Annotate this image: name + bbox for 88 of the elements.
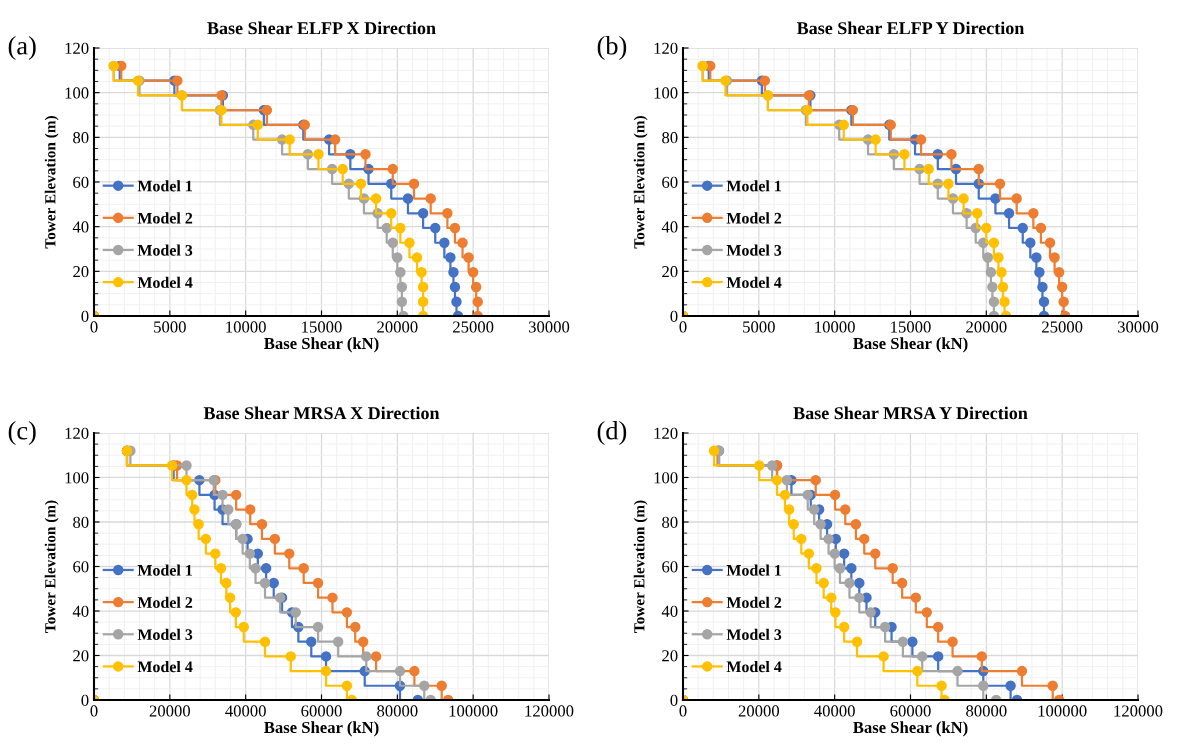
x-tick-label: 40000 xyxy=(225,705,266,717)
chart-title: Base Shear MRSA Y Direction xyxy=(793,406,1028,420)
y-tick-label: 40 xyxy=(72,221,89,233)
x-axis-title: Base Shear (kN) xyxy=(853,721,968,737)
y-tick-label: 60 xyxy=(73,176,89,188)
legend-label: Model 1 xyxy=(726,564,781,576)
y-tick-label: 20 xyxy=(73,650,89,662)
legend-label: Model 2 xyxy=(137,212,193,224)
y-axis-title: Tower Elevation (m) xyxy=(633,500,648,633)
x-tick-label: 60000 xyxy=(301,705,342,717)
legend-label: Model 3 xyxy=(137,628,193,641)
legend-label: Model 1 xyxy=(137,564,192,576)
text: (d) xyxy=(597,421,627,445)
y-tick-label: 20 xyxy=(662,650,678,662)
x-tick-label: 25000 xyxy=(1042,321,1083,333)
x-tick-label: 20000 xyxy=(149,705,191,717)
chart-title: Base Shear ELFP X Direction xyxy=(207,21,436,35)
text: (b) xyxy=(597,36,627,60)
x-tick-label: 10000 xyxy=(226,321,266,333)
y-tick-label: 60 xyxy=(73,561,89,573)
x-tick-label: 80000 xyxy=(377,705,418,717)
chart-title: Base Shear MRSA X Direction xyxy=(203,406,440,420)
y-tick-label: 100 xyxy=(654,472,678,484)
x-tick-label: 15000 xyxy=(891,321,931,333)
x-tick-label: 5000 xyxy=(154,321,186,333)
y-tick-label: 80 xyxy=(73,132,89,144)
x-tick-label: 100000 xyxy=(1038,705,1087,717)
y-tick-label: 100 xyxy=(654,87,678,99)
x-axis-title: Base Shear (kN) xyxy=(853,337,968,353)
x-tick-label: 25000 xyxy=(453,321,494,333)
y-tick-label: 100 xyxy=(65,472,89,484)
y-tick-label: 100 xyxy=(65,87,89,99)
x-tick-label: 15000 xyxy=(302,321,342,333)
x-axis-title: Base Shear (kN) xyxy=(264,337,379,353)
legend-label: Model 3 xyxy=(726,244,782,256)
y-axis-title: Tower Elevation (m) xyxy=(44,116,59,249)
x-tick-label: 120000 xyxy=(1114,705,1163,717)
legend-label: Model 3 xyxy=(726,628,782,641)
y-tick-label: 20 xyxy=(662,266,678,278)
y-tick-label: 40 xyxy=(72,605,89,617)
legend-label: Model 2 xyxy=(137,596,193,608)
legend-label: Model 4 xyxy=(726,276,782,288)
x-tick-label: 80000 xyxy=(966,705,1007,717)
x-tick-label: 40000 xyxy=(814,705,855,717)
legend-label: Model 4 xyxy=(137,276,193,288)
y-tick-label: 120 xyxy=(65,42,89,54)
text: (c) xyxy=(8,421,36,445)
x-axis-title: Base Shear (kN) xyxy=(264,721,379,737)
y-tick-label: 0 xyxy=(81,694,89,706)
y-tick-label: 20 xyxy=(73,266,89,278)
x-tick-label: 30000 xyxy=(1117,321,1159,333)
legend-label: Model 1 xyxy=(137,180,192,192)
x-tick-label: 120000 xyxy=(525,705,574,717)
x-tick-label: 20000 xyxy=(966,321,1007,333)
y-tick-label: 120 xyxy=(654,42,678,54)
legend-label: Model 2 xyxy=(726,212,782,224)
y-tick-label: 80 xyxy=(662,132,678,144)
y-tick-label: 0 xyxy=(81,310,89,322)
x-tick-label: 60000 xyxy=(890,705,931,717)
x-tick-label: 20000 xyxy=(377,321,418,333)
x-tick-label: 5000 xyxy=(743,321,775,333)
y-tick-label: 120 xyxy=(65,427,89,439)
x-tick-label: 10000 xyxy=(815,321,855,333)
y-axis-title: Tower Elevation (m) xyxy=(44,500,59,633)
legend-label: Model 3 xyxy=(137,244,193,256)
y-tick-label: 80 xyxy=(73,516,89,528)
x-tick-label: 0 xyxy=(90,705,98,717)
text: (a) xyxy=(8,36,36,60)
x-tick-label: 30000 xyxy=(528,321,570,333)
y-axis-title: Tower Elevation (m) xyxy=(633,116,648,249)
x-tick-label: 0 xyxy=(679,705,687,717)
y-tick-label: 40 xyxy=(661,605,678,617)
legend-label: Model 2 xyxy=(726,596,782,608)
x-tick-label: 100000 xyxy=(449,705,498,717)
y-tick-label: 60 xyxy=(662,176,678,188)
legend-label: Model 4 xyxy=(137,660,193,673)
y-tick-label: 60 xyxy=(662,561,678,573)
x-tick-label: 0 xyxy=(90,321,98,333)
y-tick-label: 0 xyxy=(670,310,678,322)
y-tick-label: 120 xyxy=(654,427,678,439)
legend-label: Model 1 xyxy=(726,180,781,192)
chart-title: Base Shear ELFP Y Direction xyxy=(796,21,1025,35)
x-tick-label: 0 xyxy=(679,321,687,333)
x-tick-label: 20000 xyxy=(738,705,780,717)
y-tick-label: 80 xyxy=(662,516,678,528)
y-tick-label: 0 xyxy=(670,694,678,706)
y-tick-label: 40 xyxy=(661,221,678,233)
legend-label: Model 4 xyxy=(726,660,782,673)
